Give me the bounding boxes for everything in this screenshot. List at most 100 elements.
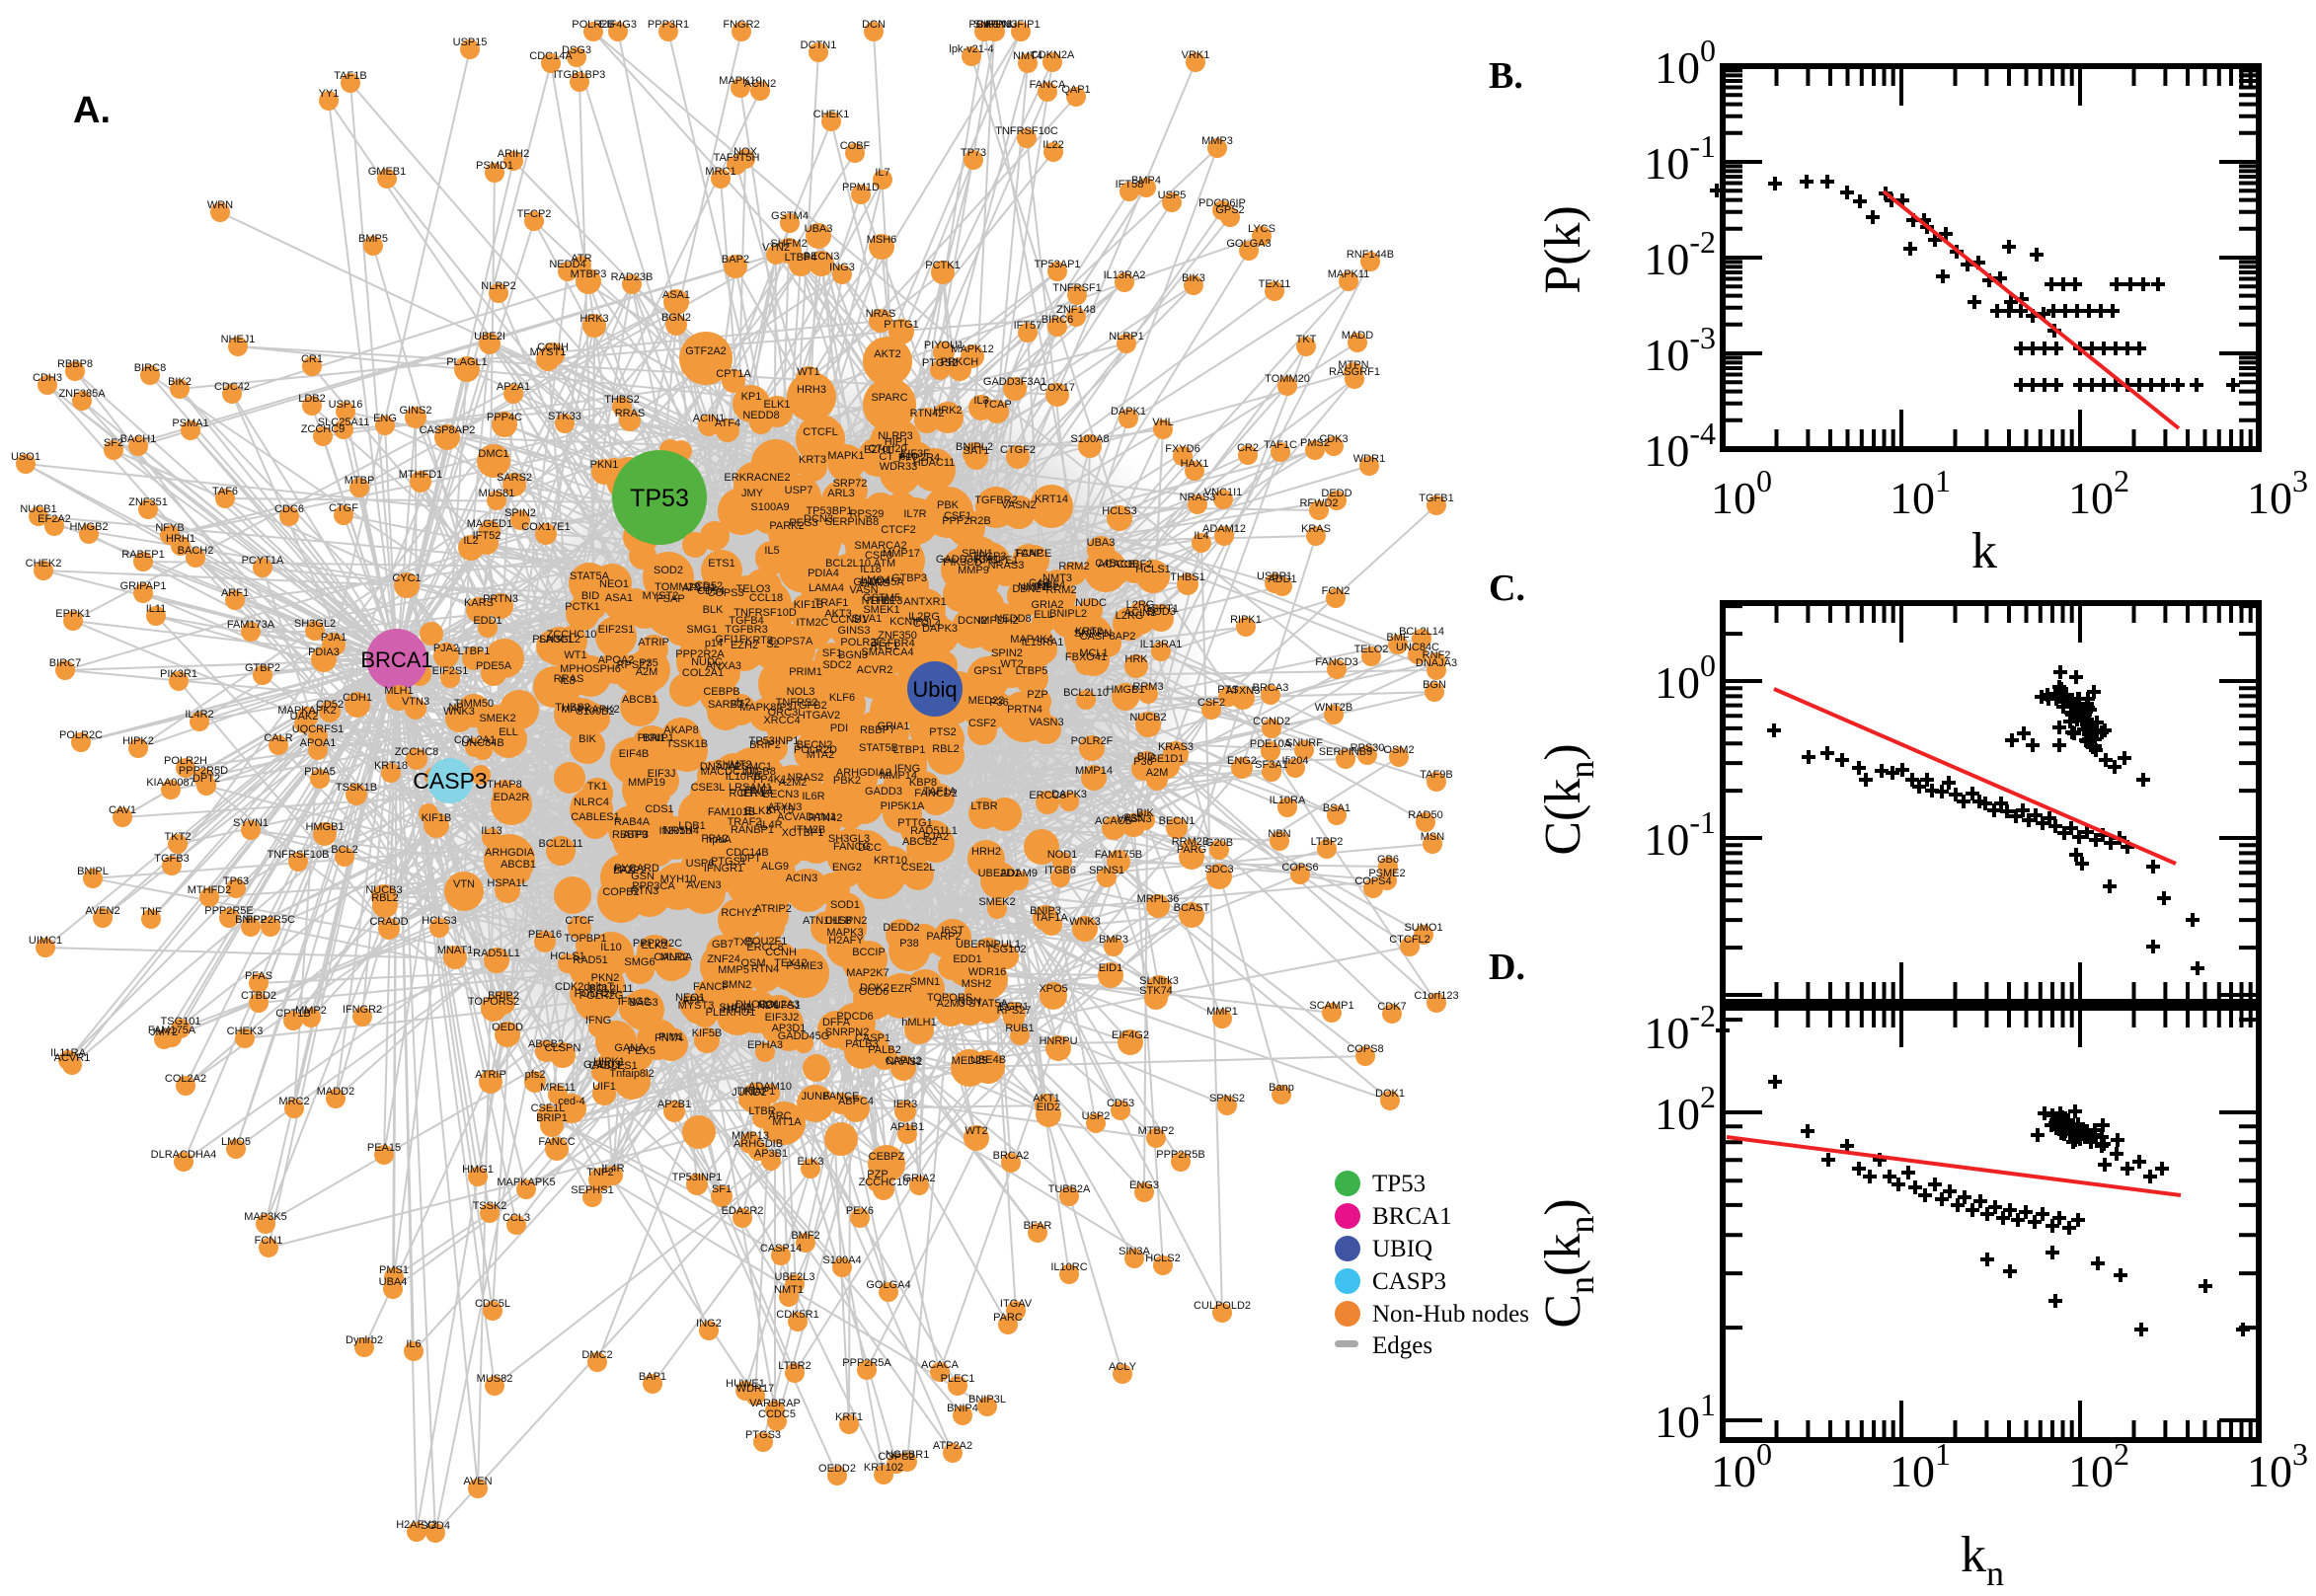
svg-text:GSN: GSN [631, 871, 655, 882]
svg-text:A.: A. [73, 90, 111, 131]
svg-text:TAF6: TAF6 [212, 486, 238, 497]
svg-text:TRIAP1: TRIAP1 [737, 1086, 776, 1098]
svg-text:BNIP4: BNIP4 [947, 1403, 978, 1414]
svg-text:ARF1: ARF1 [221, 587, 249, 599]
svg-text:G20B: G20B [1205, 837, 1233, 849]
svg-text:PRIM1: PRIM1 [789, 666, 822, 678]
svg-text:RAD23B: RAD23B [611, 271, 654, 283]
svg-text:PTS2: PTS2 [929, 726, 957, 738]
svg-text:EGR1: EGR1 [999, 1001, 1029, 1013]
svg-text:C1orf123: C1orf123 [1414, 990, 1458, 1002]
svg-text:LTBR2: LTBR2 [778, 1360, 811, 1372]
svg-text:IL3: IL3 [973, 395, 988, 407]
svg-text:GADD3F3A1: GADD3F3A1 [983, 376, 1046, 388]
svg-text:PEX6: PEX6 [846, 1205, 874, 1217]
svg-text:UBA4: UBA4 [379, 1276, 408, 1288]
svg-text:COPS2: COPS2 [878, 1451, 914, 1463]
svg-text:SOD2: SOD2 [654, 565, 683, 576]
svg-text:CSF2: CSF2 [968, 718, 996, 729]
svg-text:SOD4: SOD4 [421, 1520, 450, 1532]
svg-text:IFT57: IFT57 [1014, 320, 1042, 332]
svg-text:PZP: PZP [1027, 689, 1047, 701]
svg-text:AVEN: AVEN [463, 1476, 492, 1487]
svg-text:MTHFD1: MTHFD1 [399, 469, 443, 481]
svg-text:CDC42: CDC42 [214, 381, 250, 393]
svg-text:ZNF385A: ZNF385A [58, 388, 106, 400]
svg-text:TGFB1: TGFB1 [1419, 493, 1453, 504]
svg-text:MCL1: MCL1 [1079, 647, 1108, 659]
svg-text:ATP2A2: ATP2A2 [933, 1440, 972, 1452]
svg-text:UBE2D1: UBE2D1 [978, 868, 1021, 879]
svg-text:CTGF2: CTGF2 [1000, 444, 1036, 456]
svg-text:UBERNPUL1: UBERNPUL1 [956, 939, 1021, 950]
svg-text:C(kn): C(kn) [1535, 743, 1601, 855]
svg-text:DFFA: DFFA [822, 1017, 851, 1028]
svg-text:EID1: EID1 [1099, 962, 1122, 974]
svg-text:pfs2: pfs2 [525, 1069, 546, 1081]
svg-text:GB7: GB7 [712, 939, 733, 950]
svg-text:NLRP1: NLRP1 [1109, 331, 1143, 342]
svg-text:POLR2F: POLR2F [1071, 735, 1114, 747]
svg-text:ABPC4: ABPC4 [838, 1096, 874, 1107]
svg-text:USP2: USP2 [1082, 1110, 1111, 1122]
svg-text:USP15: USP15 [453, 37, 488, 48]
svg-text:EPPK1: EPPK1 [55, 608, 90, 620]
svg-text:P36: P36 [989, 697, 1009, 709]
svg-text:CCL18: CCL18 [749, 592, 783, 604]
svg-text:UNC84C: UNC84C [1396, 642, 1439, 653]
svg-text:LTBP1: LTBP1 [458, 646, 491, 657]
svg-text:PRTN4: PRTN4 [1007, 704, 1042, 716]
svg-text:EPHA3: EPHA3 [747, 1039, 783, 1051]
svg-text:KRAS: KRAS [1301, 523, 1331, 535]
svg-text:BNIP3: BNIP3 [1030, 905, 1061, 917]
svg-text:IL10RA: IL10RA [1270, 795, 1306, 806]
svg-text:FCN1: FCN1 [255, 1235, 283, 1247]
svg-text:BCL2L10: BCL2L10 [1063, 687, 1109, 699]
svg-text:CULPOLD2: CULPOLD2 [1194, 1300, 1251, 1312]
svg-text:SYVN1: SYVN1 [233, 817, 269, 829]
svg-text:MAPKAPK2: MAPKAPK2 [561, 704, 619, 716]
svg-text:LDB2: LDB2 [298, 393, 326, 405]
svg-text:DEDD: DEDD [1321, 488, 1351, 499]
svg-text:IFNGR2: IFNGR2 [343, 1004, 382, 1016]
svg-text:HCLS3: HCLS3 [422, 915, 456, 927]
svg-text:SF1: SF1 [822, 647, 842, 659]
svg-text:MADD2: MADD2 [317, 1086, 355, 1098]
svg-text:POLR2C: POLR2C [59, 729, 103, 741]
svg-text:CTGF: CTGF [329, 502, 358, 514]
svg-text:ITGB6: ITGB6 [1044, 865, 1076, 876]
svg-text:HMGB2: HMGB2 [69, 521, 108, 533]
svg-text:HCLS3: HCLS3 [1102, 505, 1136, 517]
svg-text:ATRIP: ATRIP [475, 1069, 506, 1081]
svg-text:TSSK2: TSSK2 [473, 1200, 507, 1212]
svg-text:CCND2: CCND2 [1253, 716, 1290, 727]
svg-text:RRM2B: RRM2B [1172, 836, 1210, 848]
svg-text:ARC: ARC [768, 1110, 791, 1122]
svg-text:WT1: WT1 [564, 649, 586, 661]
svg-text:DCTN1: DCTN1 [801, 39, 837, 51]
svg-text:ASA1: ASA1 [605, 592, 633, 604]
svg-text:WRN: WRN [207, 199, 233, 211]
svg-text:JMY: JMY [741, 488, 764, 499]
svg-text:BNIPL2: BNIPL2 [1049, 608, 1087, 620]
svg-text:NEDD8: NEDD8 [994, 613, 1031, 625]
svg-text:UIF1: UIF1 [592, 1081, 616, 1093]
svg-text:Non-Hub nodes: Non-Hub nodes [1372, 1301, 1529, 1328]
svg-text:CABLES1: CABLES1 [571, 811, 620, 823]
svg-text:VNC1I1: VNC1I1 [1204, 487, 1243, 498]
svg-text:CDC14A: CDC14A [529, 50, 573, 62]
svg-text:POLR2F: POLR2F [575, 988, 617, 1000]
svg-text:MAP3K5: MAP3K5 [244, 1211, 286, 1223]
svg-text:NDN: NDN [958, 996, 981, 1008]
svg-text:STK33: STK33 [548, 411, 581, 422]
svg-text:PPA2: PPA2 [701, 833, 728, 845]
svg-text:IL4R: IL4R [759, 819, 782, 831]
svg-text:RUB1: RUB1 [1005, 1023, 1034, 1034]
svg-text:CAV1: CAV1 [109, 804, 136, 816]
svg-text:XCTBP1: XCTBP1 [782, 827, 824, 839]
svg-text:FANCD3: FANCD3 [1315, 656, 1357, 668]
svg-text:AP1B1: AP1B1 [682, 582, 716, 594]
svg-text:MAP2K7: MAP2K7 [846, 967, 888, 979]
svg-text:VHL: VHL [1152, 417, 1173, 428]
svg-text:CDC14B: CDC14B [726, 847, 768, 859]
